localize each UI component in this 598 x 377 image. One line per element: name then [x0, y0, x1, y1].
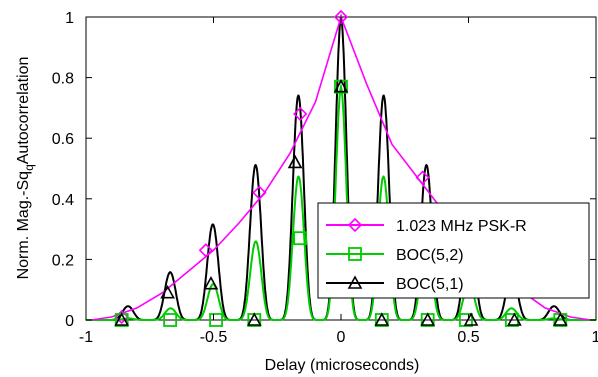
y-tick-label: 0	[65, 313, 74, 330]
boc52-marker	[209, 313, 223, 327]
y-tick-label: 1	[65, 10, 74, 27]
legend-swatch-marker	[347, 275, 363, 289]
psk-marker	[252, 185, 267, 200]
y-axis-label: Norm. Mag.-SqqAutocorrelation	[15, 57, 36, 280]
psk-marker	[114, 309, 129, 325]
legend-swatch-marker	[347, 217, 363, 233]
y-tick-label: 0.2	[52, 252, 74, 269]
boc51-marker	[420, 312, 436, 326]
boc51-marker	[114, 312, 130, 326]
boc52-marker	[459, 313, 473, 327]
boc51-marker	[552, 312, 568, 326]
x-axis-label: Delay (microseconds)	[265, 357, 420, 374]
x-tick-label: -0.5	[200, 329, 228, 346]
boc51-marker	[203, 275, 219, 290]
boc51-marker	[160, 285, 175, 299]
legend-label: 1.023 MHz PSK-R	[396, 218, 527, 235]
series-line-boc52	[86, 82, 596, 321]
x-tick-label: 0	[337, 329, 346, 346]
y-tick-label: 0.8	[52, 71, 74, 88]
y-axis-label-main: Norm. Mag.-Sq	[15, 171, 32, 279]
boc52-marker	[163, 313, 178, 327]
boc51-marker	[507, 312, 522, 326]
legend-entry-psk: 1.023 MHz PSK-R	[326, 217, 527, 235]
legend: 1.023 MHz PSK-R BOC(5,2) BOC(5,1)	[317, 202, 590, 299]
legend-entry-boc51: BOC(5,1)	[326, 275, 464, 293]
psk-marker	[198, 243, 213, 258]
boc52-marker	[293, 231, 308, 246]
boc51-marker	[246, 312, 262, 326]
y-axis-label-sub: q	[22, 164, 36, 171]
psk-marker	[415, 170, 430, 185]
svg-text:Norm. Mag.-SqqAutocorrelation: Norm. Mag.-SqqAutocorrelation	[15, 57, 36, 280]
legend-entry-boc52: BOC(5,2)	[326, 247, 464, 264]
boc51-marker	[374, 312, 390, 326]
legend-label: BOC(5,2)	[396, 247, 464, 264]
boc51-marker	[333, 79, 349, 93]
psk-marker	[293, 106, 308, 122]
ticks-layer: -1 -0.5 0 0.5 1 0 0.2 0.4 0.6 0.8 1	[52, 10, 598, 346]
x-tick-label: 0.5	[457, 329, 479, 346]
legend-label: BOC(5,1)	[396, 276, 464, 293]
y-tick-label: 0.4	[52, 192, 74, 209]
y-tick-label: 0.6	[52, 131, 74, 148]
x-tick-label: 1	[592, 329, 598, 346]
y-axis-label-suffix: Autocorrelation	[15, 57, 32, 165]
boc51-marker	[287, 154, 303, 169]
x-tick-label: -1	[79, 329, 93, 346]
legend-swatch-marker	[348, 247, 362, 261]
